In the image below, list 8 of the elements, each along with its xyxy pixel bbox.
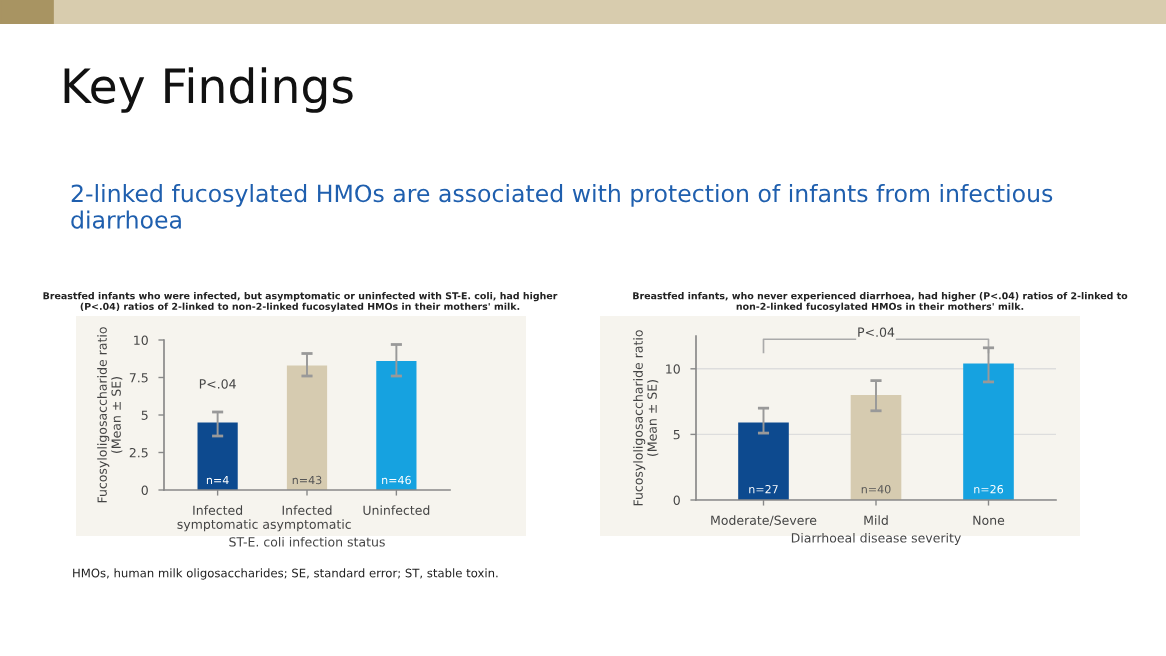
bar xyxy=(738,422,789,500)
bar xyxy=(197,422,238,490)
bar xyxy=(376,361,417,490)
bar xyxy=(963,363,1014,500)
text: Key Findings xyxy=(64,67,353,113)
text: 2-linked fucosylated HMOs are associated with protection of infants from infectious diarrhoea xyxy=(71,184,1053,229)
bar xyxy=(850,395,902,500)
bar xyxy=(286,365,328,490)
